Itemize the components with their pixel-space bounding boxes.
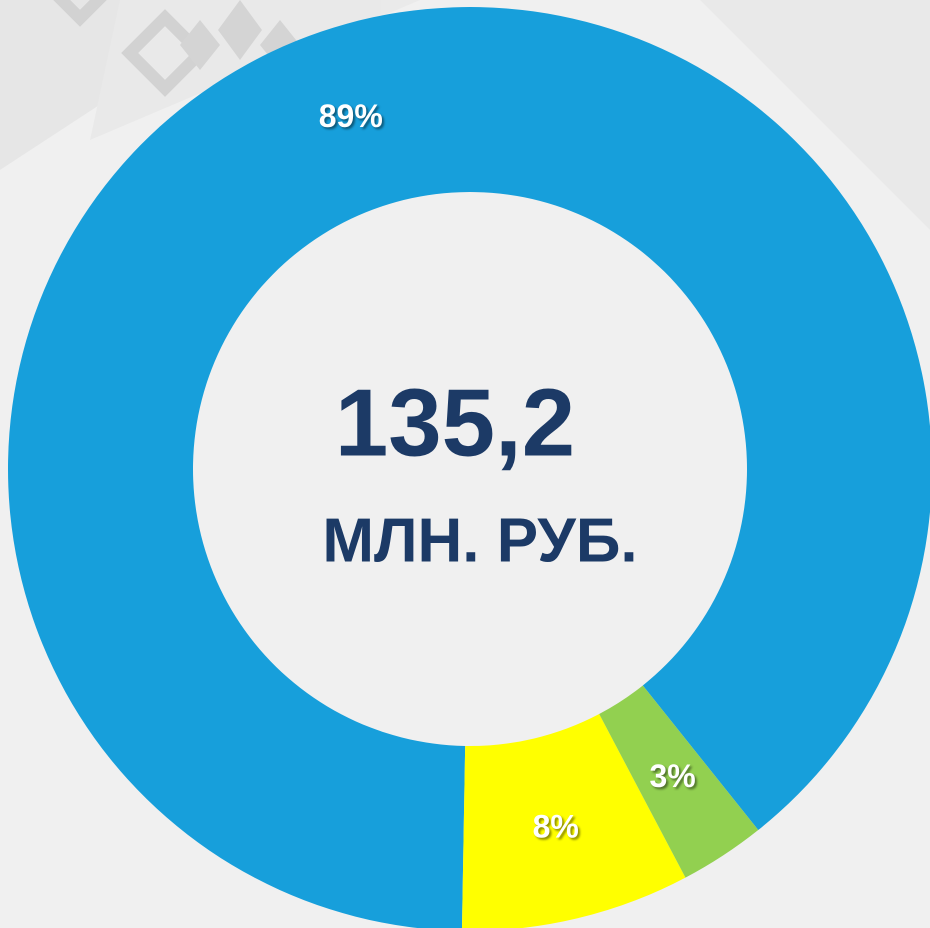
- value-label: 8%: [533, 808, 579, 844]
- value-label: 3%: [649, 758, 695, 794]
- donut-segment: [599, 685, 759, 878]
- donut-segment: [461, 714, 686, 928]
- donut-segment: [8, 7, 930, 928]
- value-label: 89%: [319, 98, 383, 134]
- center-unit: МЛН. РУБ.: [322, 506, 637, 575]
- center-value: 135,2: [335, 369, 575, 476]
